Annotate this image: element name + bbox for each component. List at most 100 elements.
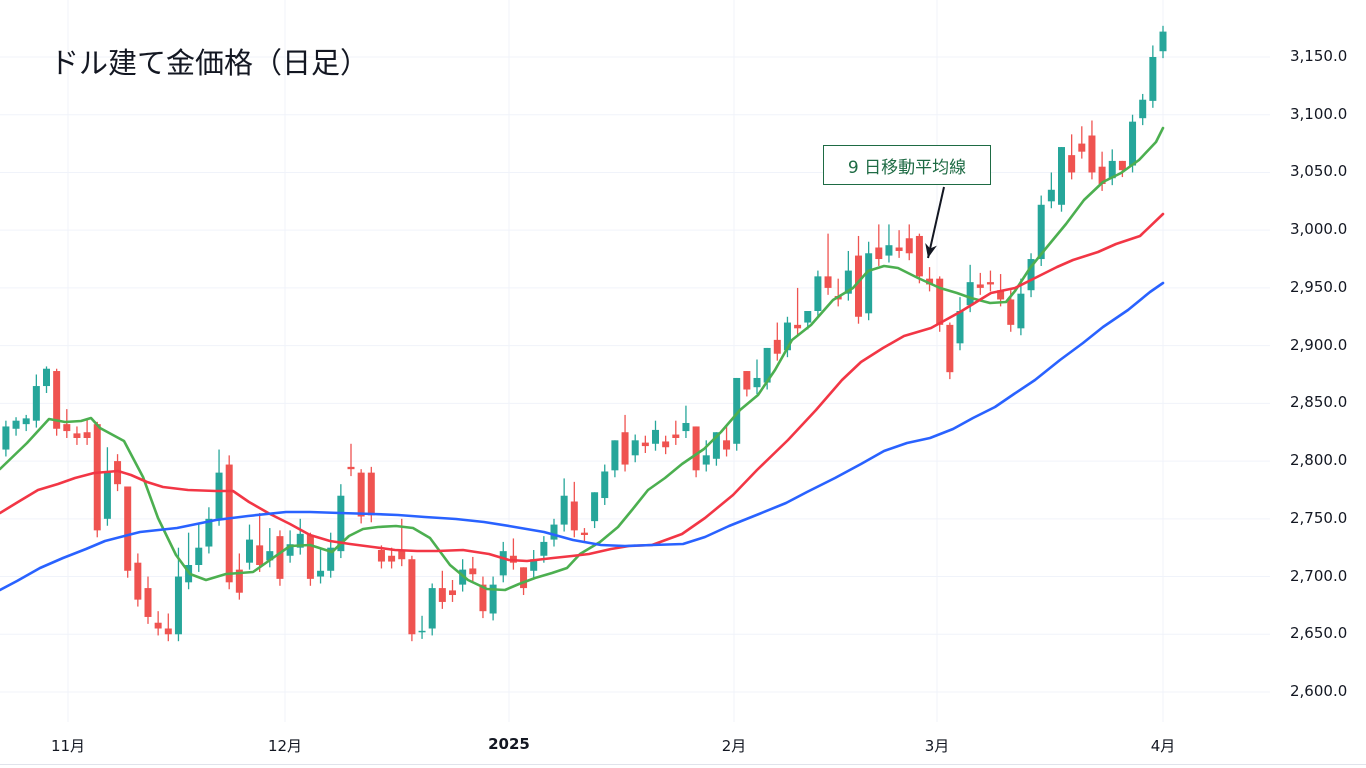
price-tick-label: 2,650.0 [1290,624,1348,643]
candle [93,421,101,538]
candle [296,518,304,555]
axis-bottom-border [0,764,1366,765]
candle [2,420,10,457]
candle [1129,114,1137,173]
candle [22,414,30,432]
time-tick-label: 3月 [924,737,950,755]
candle [926,267,934,292]
candle [83,419,91,445]
candle [418,615,426,639]
candle [114,454,122,492]
price-tick-label: 2,950.0 [1290,277,1348,296]
price-tick-label: 2,900.0 [1290,335,1348,354]
ma9-annotation-label: 9 日移動平均線 [823,145,991,185]
candle [601,464,609,505]
price-tick-label: 2,850.0 [1290,393,1348,412]
candle [1068,134,1076,180]
candle [672,420,680,445]
candle [134,553,142,607]
candle [885,224,893,263]
candle [12,417,20,436]
candle [164,613,172,642]
candle [469,556,477,582]
candle [154,611,162,636]
price-tick-label: 2,600.0 [1290,682,1348,700]
candle [611,440,619,478]
candle [986,270,994,292]
candle [682,405,690,438]
candle [509,538,517,570]
candle [631,434,639,463]
candle [276,530,284,586]
candle [499,541,507,583]
candle [43,366,50,393]
candle [662,435,670,455]
candle [844,250,852,301]
candle [1139,93,1147,126]
price-tick-label: 3,050.0 [1290,162,1348,181]
candle [865,241,873,321]
price-tick-label: 2,800.0 [1290,451,1348,470]
candle [824,233,832,295]
moving-average-line [0,281,1165,592]
price-tick-label: 3,100.0 [1290,104,1348,123]
candle [124,486,132,578]
price-tick-label: 2,700.0 [1290,566,1348,585]
candle [438,570,446,609]
chart-title: ドル建て金価格（日足） [50,46,370,80]
candle [225,455,233,590]
candle [1058,147,1065,212]
price-tick-label: 2,750.0 [1290,508,1348,527]
candle [306,532,314,586]
candle [692,426,700,478]
candle [753,359,761,395]
time-tick-label: 2025 [488,735,530,753]
moving-average-line [0,212,1165,563]
candle [317,547,325,584]
candle [946,322,954,380]
candle [560,478,568,532]
arrowhead-icon [925,243,937,258]
candle [347,443,355,477]
candle [743,371,751,397]
time-tick-label: 2月 [721,737,747,755]
price-tick-label: 3,150.0 [1290,47,1348,65]
candle [357,469,365,524]
candle [428,583,436,636]
candle [1149,45,1157,108]
candle [388,547,396,569]
time-tick-label: 4月 [1150,737,1176,755]
candle [834,278,842,307]
candle [73,426,81,445]
candle [337,484,345,559]
candle [1027,253,1035,298]
candle [794,287,802,336]
moving-average-line [0,126,1165,592]
candle [1047,172,1055,209]
candle [723,426,731,457]
candle [570,481,578,538]
candle [895,230,903,258]
candle [530,549,538,578]
candle [956,297,964,351]
candle [621,414,629,472]
candle [905,224,913,261]
candle [1078,126,1086,159]
candle [652,420,659,451]
candle [205,507,213,554]
candle [174,547,182,642]
candle [479,576,487,619]
candle [32,374,40,428]
candle [185,532,193,590]
candle [814,270,822,318]
annotation-arrow-icon [927,186,945,259]
candle [550,518,558,547]
candle [63,409,71,438]
time-tick-label: 12月 [267,737,303,755]
candle [489,576,497,621]
candle [1159,25,1167,59]
price-tick-label: 3,000.0 [1290,220,1348,239]
candle [53,368,61,436]
